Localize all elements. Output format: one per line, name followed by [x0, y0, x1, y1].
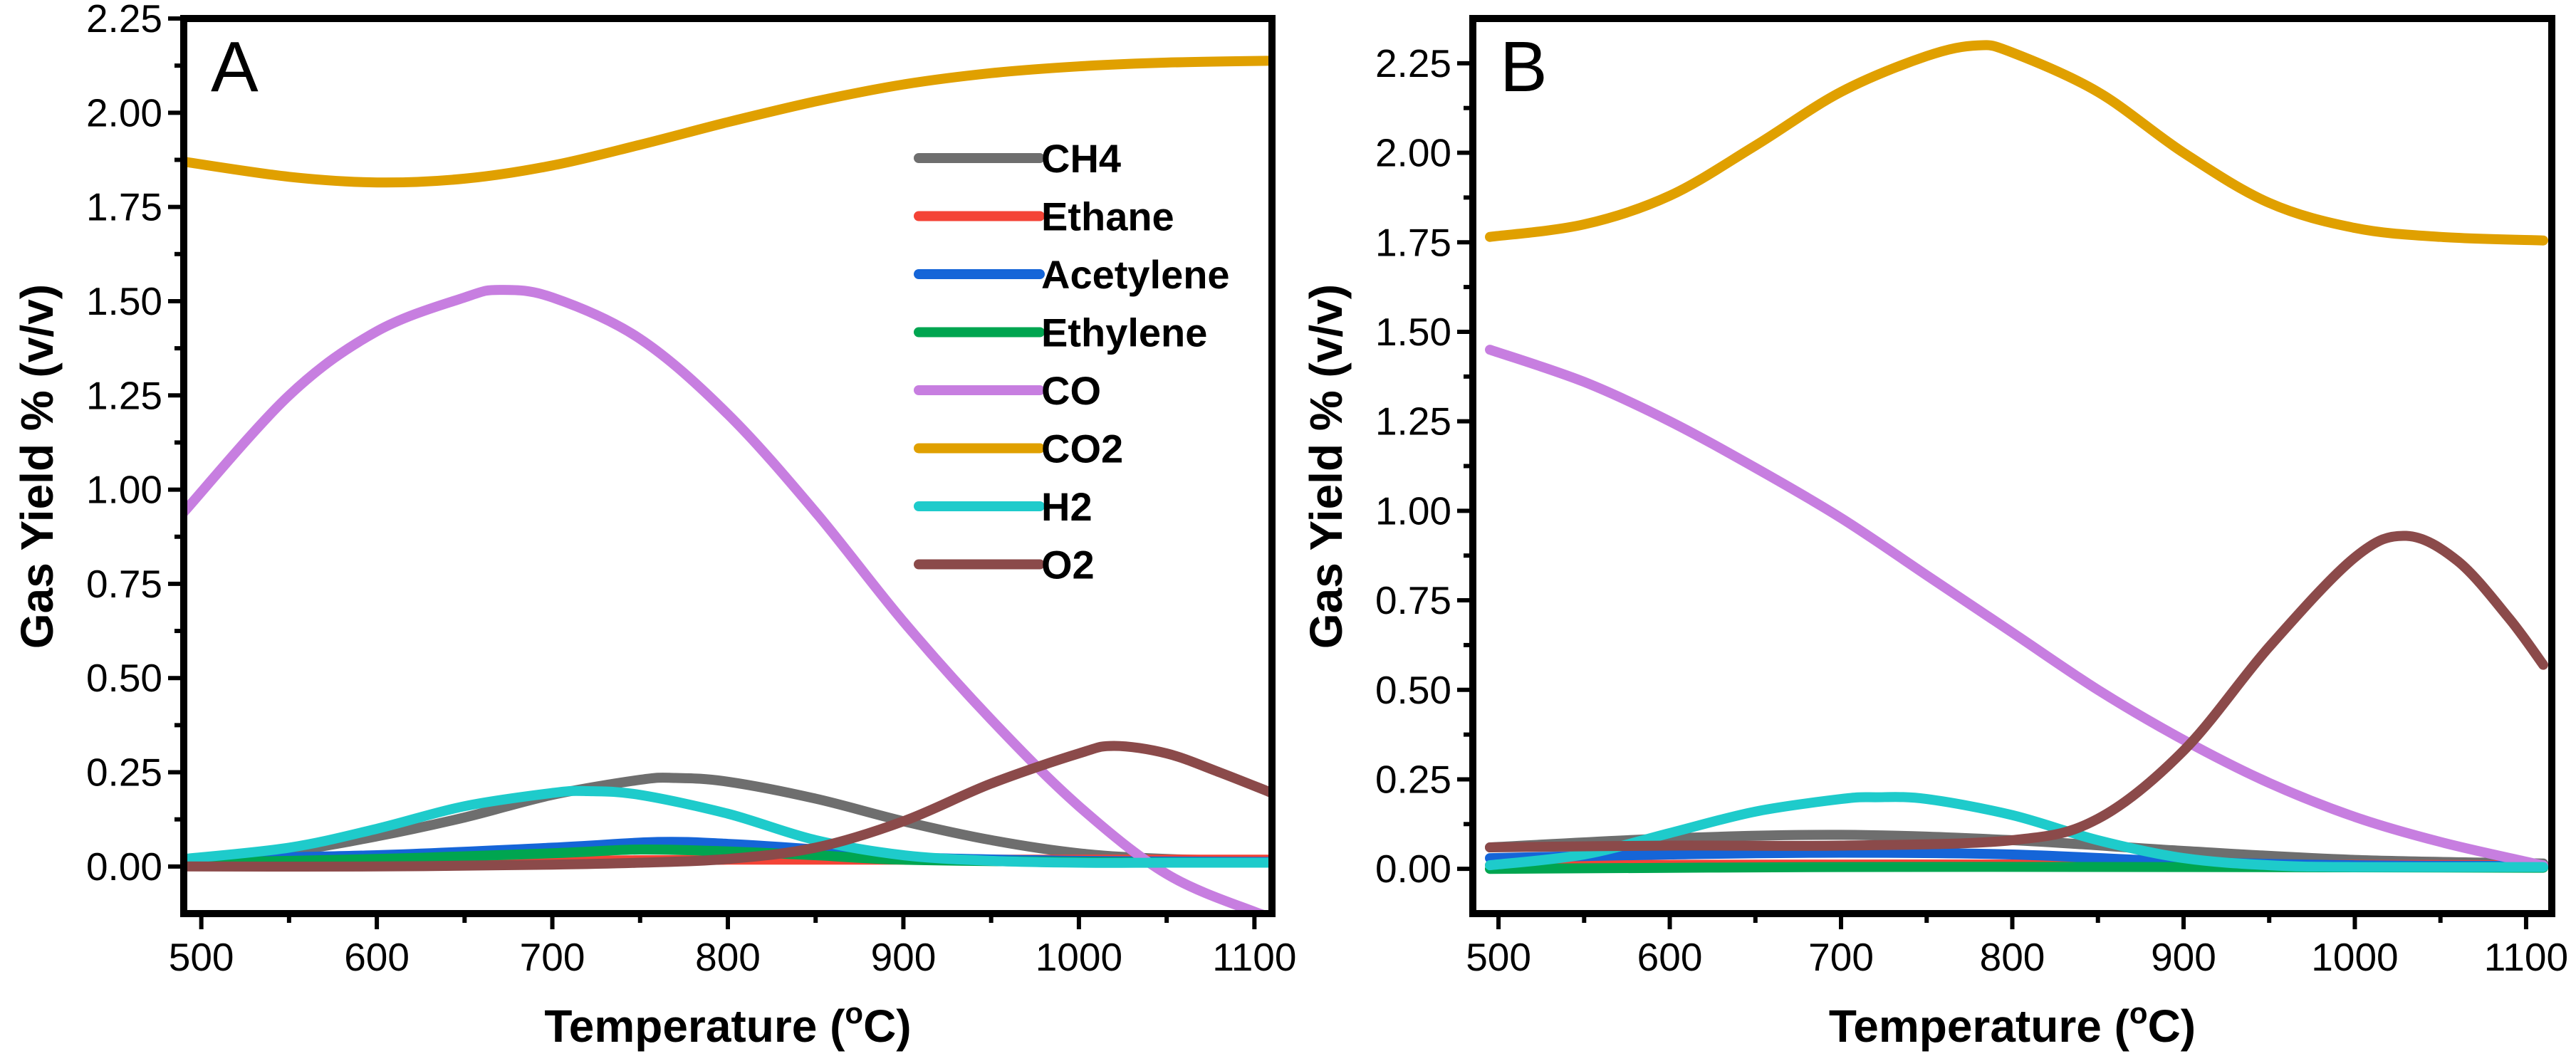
y-tick-label: 1.50: [1375, 310, 1451, 354]
x-tick-label: 800: [1980, 935, 2045, 979]
chart-panel-a: 500 600 700 800 900 1000 1100 0.00 0.25 0.50 0.75 1…: [11, 0, 1296, 1052]
series-line-ch4: [184, 773, 1272, 868]
x-axis-title: Temperature (oC): [1829, 996, 2196, 1052]
series-line-co: [184, 285, 1272, 914]
x-axis-title-degree: o: [2129, 996, 2148, 1030]
x-axis-title: Temperature (oC): [544, 996, 911, 1052]
y-axis-title: Gas Yield % (v/v): [11, 284, 63, 649]
y-axis-title: Gas Yield % (v/v): [1300, 284, 1352, 649]
series-line-h2: [1485, 792, 2548, 872]
x-axis-title-text: Temperature (: [544, 1000, 845, 1052]
panel-label: B: [1500, 27, 1548, 107]
legend-label-acetylene: Acetylene: [1041, 252, 1230, 297]
legend-label-co2: CO2: [1041, 427, 1123, 471]
series-group: [1485, 40, 2548, 874]
y-tick-label: 2.25: [86, 0, 162, 41]
y-tick-label: 1.00: [1375, 488, 1451, 533]
x-tick-label: 1100: [2484, 935, 2568, 979]
y-tick-label: 1.50: [86, 279, 162, 323]
y-tick-label: 2.00: [1375, 131, 1451, 175]
x-axis-title-text: Temperature (: [1829, 1000, 2130, 1052]
y-tick-label: 1.75: [1375, 220, 1451, 264]
y-tick-label: 0.25: [1375, 757, 1451, 801]
y-tick-label: 1.75: [86, 185, 162, 229]
y-tick-label: 0.75: [1375, 578, 1451, 622]
x-tick-label: 600: [1637, 935, 1703, 979]
x-tick-label: 900: [871, 935, 937, 979]
legend-label-co: CO: [1041, 368, 1101, 413]
x-tick-label: 1000: [2311, 935, 2398, 979]
panel-label: A: [211, 27, 259, 107]
x-tick-label: 900: [2151, 935, 2216, 979]
y-tick-label: 0.25: [86, 751, 162, 795]
series-line-co2: [184, 56, 1272, 188]
x-tick-label: 500: [169, 935, 234, 979]
legend-label-ethane: Ethane: [1041, 194, 1174, 239]
y-tick-label: 2.00: [86, 90, 162, 135]
y-tick-label: 0.00: [1375, 847, 1451, 891]
y-tick-label: 0.75: [86, 562, 162, 606]
x-tick-label: 1000: [1036, 935, 1122, 979]
legend-label-ch4: CH4: [1041, 136, 1121, 181]
plot-frame: [1469, 15, 2555, 917]
x-tick-label: 700: [1808, 935, 1874, 979]
legend-label-o2: O2: [1041, 543, 1095, 587]
x-tick-label: 1100: [1212, 935, 1296, 979]
y-tick-label: 1.25: [1375, 399, 1451, 444]
x-axis-title-degree: o: [845, 996, 863, 1030]
y-tick-label: 0.50: [1375, 668, 1451, 712]
legend-label-h2: H2: [1041, 484, 1093, 529]
y-tick-label: 1.25: [86, 373, 162, 417]
series-line-o2: [1485, 530, 2548, 852]
legend-label-ethylene: Ethylene: [1041, 310, 1207, 355]
series-line-h2: [184, 785, 1272, 868]
legend: CH4 Ethane Acetylene Ethylene CO CO2 H2 O2: [914, 136, 1230, 587]
x-axis-title-unit: C): [863, 1000, 912, 1052]
x-axis-title-unit: C): [2148, 1000, 2196, 1052]
x-tick-label: 800: [695, 935, 761, 979]
x-tick-label: 600: [344, 935, 410, 979]
chart-panel-b: 500 600 700 800 900 1000 1100 0.00 0.25 0.50 0.75 1…: [1300, 15, 2568, 1052]
series-group: [184, 56, 1272, 914]
series-line-co2: [1485, 40, 2548, 246]
x-tick-label: 500: [1466, 935, 1531, 979]
series-line-o2: [184, 741, 1272, 872]
x-tick-label: 700: [520, 935, 585, 979]
series-line-co: [1485, 345, 2548, 871]
y-tick-label: 0.50: [86, 656, 162, 700]
y-tick-label: 0.00: [86, 845, 162, 889]
y-tick-label: 1.00: [86, 468, 162, 512]
y-tick-label: 2.25: [1375, 41, 1451, 85]
